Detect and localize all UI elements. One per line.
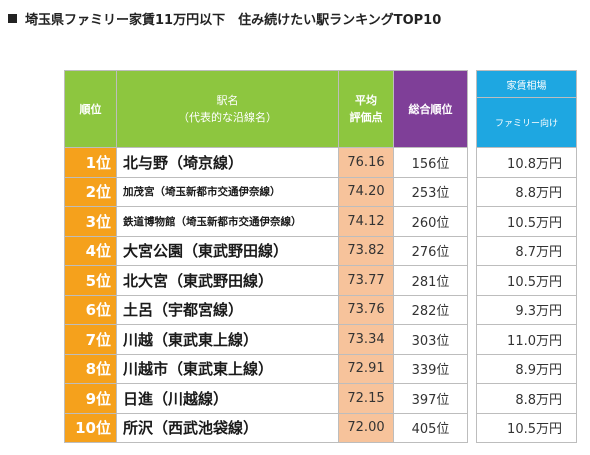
rent-cell: 8.9万円	[477, 354, 577, 384]
score-cell: 74.20	[339, 177, 394, 207]
total-rank-column: 総合順位 156位 253位 260位 276位 281位 282位 303位 339位 397…	[394, 70, 468, 443]
rank-cell: 8位	[64, 354, 117, 384]
score-cell: 72.91	[339, 354, 394, 384]
ranking-table: 順位 1位 2位 3位 4位 5位 6位 7位 8位 9位 10位 駅名 （代表的な沿線名） 北与…	[64, 70, 577, 443]
rent-cell: 10.8万円	[477, 148, 577, 178]
station-header-line2: （代表的な沿線名）	[178, 111, 277, 124]
station-name-cell: 川越市（東武東上線）	[117, 354, 339, 384]
total-rank-cell: 405位	[394, 413, 468, 443]
rent-cell: 8.8万円	[477, 177, 577, 207]
total-rank-cell: 276位	[394, 236, 468, 266]
rent-cell: 8.7万円	[477, 236, 577, 266]
score-cell: 73.34	[339, 325, 394, 355]
page-title: 埼玉県ファミリー家賃11万円以下 住み続けたい駅ランキングTOP10	[8, 8, 441, 28]
total-rank-cell: 260位	[394, 207, 468, 237]
score-cell: 74.12	[339, 207, 394, 237]
score-cell: 76.16	[339, 148, 394, 178]
station-column: 駅名 （代表的な沿線名） 北与野（埼京線） 加茂宮（埼玉新都市交通伊奈線） 鉄道博物…	[117, 70, 339, 443]
rent-cell: 11.0万円	[477, 325, 577, 355]
station-name-cell: 土呂（宇都宮線）	[117, 295, 339, 325]
score-cell: 73.82	[339, 236, 394, 266]
total-rank-cell: 253位	[394, 177, 468, 207]
score-cell: 72.00	[339, 413, 394, 443]
rank-cell: 3位	[64, 207, 117, 237]
square-bullet-icon	[8, 13, 17, 23]
station-header-line1: 駅名	[216, 94, 239, 107]
rank-cell: 2位	[64, 177, 117, 207]
rent-cell: 10.5万円	[477, 266, 577, 296]
total-rank-cell: 339位	[394, 354, 468, 384]
rank-cell: 4位	[64, 236, 117, 266]
score-cell: 72.15	[339, 384, 394, 414]
score-cell: 73.77	[339, 266, 394, 296]
rank-cell: 10位	[64, 413, 117, 443]
rent-cell: 10.5万円	[477, 207, 577, 237]
rank-cell: 5位	[64, 266, 117, 296]
station-name-cell: 鉄道博物館（埼玉新都市交通伊奈線）	[117, 207, 339, 237]
rank-column: 順位 1位 2位 3位 4位 5位 6位 7位 8位 9位 10位	[64, 70, 117, 443]
rent-cell: 10.5万円	[477, 413, 577, 443]
station-header: 駅名 （代表的な沿線名）	[117, 70, 339, 148]
station-name-cell: 大宮公園（東武野田線）	[117, 236, 339, 266]
station-name-cell: 川越（東武東上線）	[117, 325, 339, 355]
score-column: 平均 評価点 76.16 74.20 74.12 73.82 73.77 73.76 73.…	[339, 70, 394, 443]
station-name-cell: 北大宮（東武野田線）	[117, 266, 339, 296]
total-rank-header: 総合順位	[394, 70, 468, 148]
station-name-cell: 加茂宮（埼玉新都市交通伊奈線）	[117, 177, 339, 207]
total-rank-cell: 281位	[394, 266, 468, 296]
page-title-text: 埼玉県ファミリー家賃11万円以下 住み続けたい駅ランキングTOP10	[25, 12, 442, 28]
rank-cell: 6位	[64, 295, 117, 325]
rent-group-header: 家賃相場	[477, 70, 577, 98]
station-name-cell: 日進（川越線）	[117, 384, 339, 414]
rent-cell: 8.8万円	[477, 384, 577, 414]
score-header-line1: 平均	[355, 94, 377, 107]
rank-cell: 9位	[64, 384, 117, 414]
score-header: 平均 評価点	[339, 70, 394, 148]
rent-column: 家賃相場 ファミリー向け 10.8万円 8.8万円 10.5万円 8.7万円 10.5万…	[476, 70, 577, 443]
score-header-line2: 評価点	[349, 111, 383, 124]
total-rank-cell: 282位	[394, 295, 468, 325]
total-rank-cell: 156位	[394, 148, 468, 178]
total-rank-cell: 303位	[394, 325, 468, 355]
score-cell: 73.76	[339, 295, 394, 325]
rank-cell: 1位	[64, 148, 117, 178]
total-rank-cell: 397位	[394, 384, 468, 414]
rank-cell: 7位	[64, 325, 117, 355]
rank-header: 順位	[64, 70, 117, 148]
station-name-cell: 所沢（西武池袋線）	[117, 413, 339, 443]
rent-sub-header: ファミリー向け	[477, 98, 577, 148]
station-name-cell: 北与野（埼京線）	[117, 148, 339, 178]
rent-cell: 9.3万円	[477, 295, 577, 325]
